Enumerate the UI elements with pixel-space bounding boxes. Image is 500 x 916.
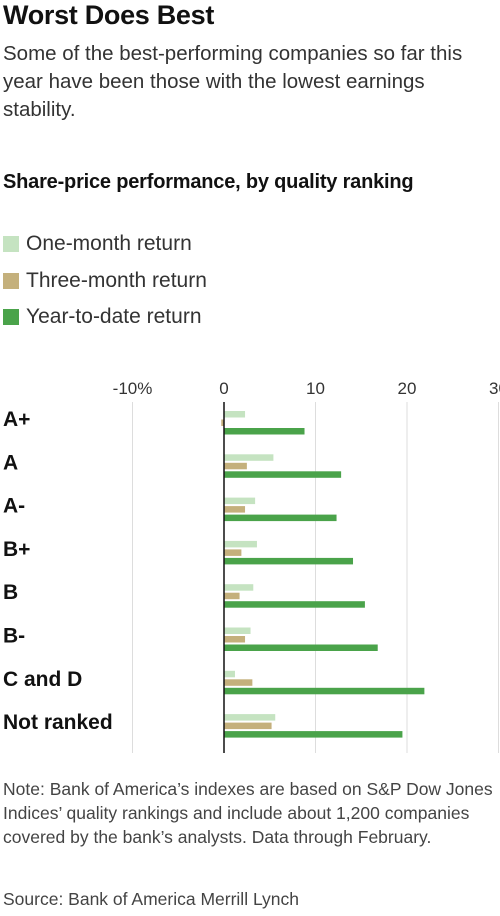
- bar-a-three-month-return: [224, 506, 246, 513]
- bar-a-year-to-date-return: [224, 428, 305, 435]
- legend-item-one-month: One-month return: [3, 226, 207, 263]
- chart-note: Note: Bank of America’s indexes are base…: [3, 779, 493, 847]
- bar-b-year-to-date-return: [224, 557, 354, 565]
- x-tick-label: -10%: [113, 379, 153, 398]
- chart-subtitle: Some of the best-performing companies so…: [3, 42, 463, 121]
- bar-a-year-to-date-return: [224, 471, 342, 478]
- legend-label-one-month: One-month return: [26, 232, 192, 256]
- category-label-b: B-: [3, 625, 25, 648]
- bar-not-ranked-year-to-date-return: [224, 731, 403, 738]
- bar-b-three-month-return: [224, 549, 242, 556]
- bar-c-and-d-one-month-return: [224, 670, 235, 678]
- legend-item-three-month: Three-month return: [3, 263, 207, 300]
- category-label-b: B+: [3, 538, 30, 561]
- bar-chart: -10% 0 10 20 30 A+ A A- B+ B B- C and D Not ranked: [3, 379, 500, 753]
- bar-a-year-to-date-return: [224, 514, 337, 522]
- legend-swatch-ytd: [3, 309, 19, 326]
- legend-swatch-one-month: [3, 236, 19, 253]
- chart-source: Source: Bank of America Merrill Lynch: [3, 889, 299, 909]
- legend-label-ytd: Year-to-date return: [26, 305, 202, 329]
- legend-swatch-three-month: [3, 272, 19, 289]
- category-label-a: A-: [3, 495, 25, 518]
- bar-not-ranked-one-month-return: [224, 714, 276, 721]
- bar-b-three-month-return: [224, 592, 240, 600]
- bar-a-one-month-return: [224, 454, 274, 461]
- bar-b-one-month-return: [224, 540, 257, 548]
- bar-a-three-month-return: [221, 419, 224, 426]
- category-label-c-and-d: C and D: [3, 668, 82, 691]
- bar-c-and-d-three-month-return: [224, 679, 253, 686]
- bar-a-one-month-return: [224, 497, 256, 505]
- legend: One-month return Three-month return Year…: [3, 226, 207, 336]
- x-tick-label: 0: [219, 379, 228, 398]
- category-label-not-ranked: Not ranked: [3, 711, 113, 734]
- bar-c-and-d-year-to-date-return: [224, 687, 425, 695]
- category-label-b: B: [3, 581, 18, 604]
- chart-title-main: Worst Does Best: [3, 0, 215, 30]
- bar-b-one-month-return: [224, 627, 251, 634]
- x-tick-label: 10: [306, 379, 325, 398]
- legend-item-ytd: Year-to-date return: [3, 299, 207, 336]
- bar-b-year-to-date-return: [224, 601, 365, 608]
- chart-heading: Share-price performance, by quality rank…: [3, 171, 414, 193]
- x-tick-label: 30: [489, 379, 500, 398]
- bar-a-three-month-return: [224, 462, 247, 470]
- x-tick-label: 20: [398, 379, 417, 398]
- category-label-a: A+: [3, 408, 30, 431]
- bar-b-three-month-return: [224, 636, 246, 643]
- bar-a-one-month-return: [224, 411, 246, 418]
- category-label-a: A: [3, 451, 18, 474]
- bar-b-one-month-return: [224, 584, 254, 591]
- bar-b-year-to-date-return: [224, 644, 378, 651]
- bar-not-ranked-three-month-return: [224, 722, 272, 730]
- legend-label-three-month: Three-month return: [26, 268, 207, 292]
